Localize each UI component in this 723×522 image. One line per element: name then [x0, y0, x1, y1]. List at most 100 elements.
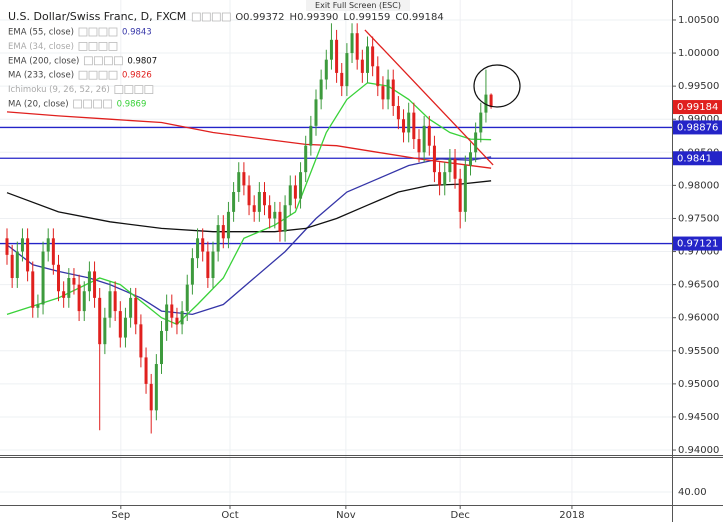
candle-body — [206, 251, 210, 279]
candle-body — [262, 192, 266, 206]
legend-icon — [93, 99, 103, 109]
candle-body — [391, 79, 395, 106]
legend-indicator-value: 0.9807 — [127, 56, 157, 66]
x-tick-label: Oct — [221, 510, 238, 521]
price-label: 0.99184 — [677, 102, 718, 113]
candle-body — [67, 278, 71, 298]
candle-body — [252, 205, 256, 212]
candle-body — [438, 172, 442, 186]
candle-body — [474, 132, 478, 153]
candle-body — [57, 264, 61, 292]
candle-body — [340, 72, 344, 87]
legend-icon — [201, 12, 211, 22]
legend-indicator-name: MA (233, close) — [8, 71, 74, 81]
candle-body — [402, 119, 406, 133]
banner-box[interactable] — [306, 0, 410, 11]
legend-icon — [83, 56, 93, 66]
legend: U.S. Dollar/Swiss Franc, D, FXCM O0.99372… — [8, 10, 444, 110]
candle-body — [26, 238, 30, 272]
candle-body — [185, 284, 189, 312]
candle-body — [427, 125, 431, 146]
plot — [0, 23, 672, 434]
y-tick-label: 1.00500 — [678, 15, 719, 26]
candle-body — [159, 330, 163, 365]
legend-icon — [103, 99, 113, 109]
candle-body — [453, 158, 457, 179]
legend-indicator-name: EMA (34, close) — [8, 42, 74, 52]
candle-body — [365, 46, 369, 73]
candle-body — [407, 112, 411, 133]
legend-icon — [98, 42, 108, 51]
x-tick-label: Dec — [451, 510, 470, 521]
legend-icon — [108, 27, 118, 37]
candle-body — [98, 297, 102, 345]
candle-body — [479, 112, 483, 133]
candle-body — [468, 152, 472, 166]
candle-body — [10, 254, 14, 279]
indicator-line — [6, 111, 492, 169]
candle-body — [299, 172, 303, 199]
candle-body — [82, 291, 86, 312]
candle-body — [355, 33, 359, 60]
candle-body — [149, 383, 153, 411]
legend-icon — [211, 12, 221, 22]
candle-body — [345, 53, 349, 87]
legend-icon — [134, 85, 144, 94]
candle-body — [226, 211, 230, 239]
trendline — [364, 29, 494, 166]
candle-body — [170, 304, 174, 318]
candle-body — [144, 357, 148, 384]
candle-body — [396, 105, 400, 120]
candle-body — [283, 205, 287, 232]
candle-body — [113, 291, 117, 312]
legend-icon — [114, 85, 124, 94]
legend-indicator-value: 0.9869 — [117, 100, 147, 110]
candle-body — [443, 172, 447, 186]
candle-body — [5, 238, 9, 255]
legend-indicator-name: MA (20, close) — [8, 100, 69, 110]
legend-icon — [73, 99, 83, 109]
candle-body — [36, 304, 40, 308]
x-tick-label: Nov — [336, 510, 356, 521]
candle-body — [412, 112, 416, 140]
candle-body — [335, 39, 339, 73]
candle-body — [417, 139, 421, 153]
legend-ohlc: H0.99390 — [290, 12, 339, 23]
legend-icon — [191, 12, 201, 22]
candle-body — [309, 125, 313, 146]
candle-body — [314, 99, 318, 126]
banner[interactable]: Exit Full Screen (ESC) — [315, 1, 401, 10]
candle-body — [376, 66, 380, 87]
y-tick-label: 0.94500 — [678, 412, 719, 423]
candle-body — [216, 225, 220, 252]
legend-title: U.S. Dollar/Swiss Franc, D, FXCM — [8, 10, 186, 23]
legend-icon — [98, 70, 108, 80]
circle-annotation — [473, 64, 521, 108]
candle-body — [221, 225, 225, 239]
candle-body — [175, 317, 179, 325]
y-tick-label: 0.95500 — [678, 346, 719, 357]
legend-icon — [108, 42, 118, 51]
legend-icon — [113, 56, 123, 66]
candle-body — [273, 211, 277, 219]
legend-icon — [93, 56, 103, 66]
candle-body — [201, 238, 205, 252]
y-tick-label: 0.99500 — [678, 81, 719, 92]
indicator-line — [6, 156, 492, 316]
candle-body — [211, 251, 215, 279]
y-tick-label: 1.00000 — [678, 48, 719, 59]
candle-body — [458, 178, 462, 212]
legend-icon — [78, 42, 88, 51]
candle-body — [232, 192, 236, 212]
candle-body — [463, 165, 467, 212]
y-tick-label: 0.96500 — [678, 280, 719, 291]
indicator-line — [6, 180, 492, 233]
legend-ohlc: C0.99184 — [395, 12, 443, 23]
candle-body — [15, 251, 19, 279]
legend-icon — [88, 70, 98, 80]
candle-body — [103, 317, 107, 345]
price-label-box — [673, 100, 722, 115]
candle-body — [448, 158, 452, 173]
candle-body — [242, 172, 246, 186]
